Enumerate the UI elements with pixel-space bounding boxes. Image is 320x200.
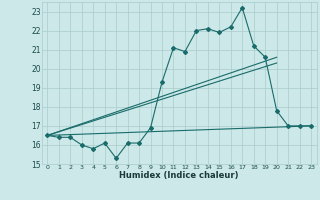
X-axis label: Humidex (Indice chaleur): Humidex (Indice chaleur) [119,171,239,180]
